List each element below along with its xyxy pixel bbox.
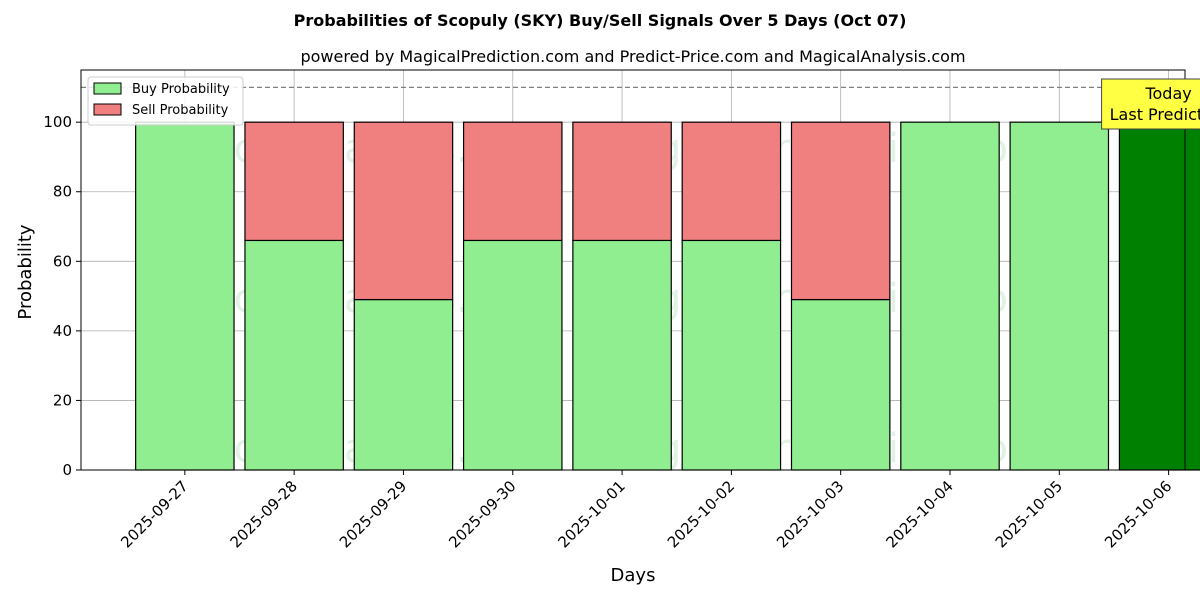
legend-label: Sell Probability bbox=[132, 103, 229, 118]
y-axis-label: Probability bbox=[15, 224, 36, 319]
bar-buy bbox=[790, 298, 891, 471]
legend-box bbox=[87, 76, 244, 126]
plot-frame bbox=[80, 69, 1186, 471]
bar-sell bbox=[244, 121, 344, 242]
y-tick-label: 20 bbox=[53, 391, 72, 409]
bars bbox=[81, 86, 1200, 471]
bar-buy bbox=[1118, 121, 1200, 471]
bar-sell bbox=[462, 121, 563, 242]
bar-sell bbox=[353, 121, 454, 301]
bar-buy bbox=[900, 121, 1000, 471]
bar-buy bbox=[572, 239, 672, 471]
chart-subtitle: powered by MagicalPrediction.com and Pre… bbox=[300, 47, 965, 66]
x-tick-label: 2025-10-04 bbox=[882, 477, 956, 551]
legend-swatch bbox=[93, 103, 122, 116]
x-tick-label: 2025-09-28 bbox=[227, 477, 301, 551]
x-tick-label: 2025-09-29 bbox=[336, 477, 410, 551]
x-tick-label: 2025-10-02 bbox=[664, 477, 738, 551]
bar-buy bbox=[1009, 121, 1110, 471]
bar-sell bbox=[790, 121, 891, 301]
annotation-box bbox=[1101, 78, 1200, 130]
bar-buy bbox=[244, 239, 344, 471]
x-tick-label: 2025-09-30 bbox=[445, 477, 519, 551]
x-axis-label: Days bbox=[611, 565, 656, 586]
y-tick-label: 80 bbox=[53, 183, 72, 201]
chart-title: Probabilities of Scopuly (SKY) Buy/Sell … bbox=[294, 11, 907, 30]
bar-sell bbox=[572, 121, 672, 242]
x-tick-label: 2025-10-01 bbox=[555, 477, 629, 551]
bar-buy bbox=[681, 239, 782, 471]
y-tick-label: 40 bbox=[53, 322, 72, 340]
x-tick-label: 2025-10-03 bbox=[773, 477, 847, 551]
y-tick-label: 100 bbox=[43, 113, 72, 131]
legend-label: Buy Probability bbox=[132, 82, 230, 97]
y-tick-label: 0 bbox=[62, 461, 72, 479]
y-tick-label: 60 bbox=[53, 252, 72, 270]
bar-buy bbox=[462, 239, 563, 471]
today-annotation: Today Last Prediction bbox=[1101, 78, 1200, 130]
bar-buy bbox=[353, 298, 454, 471]
bar-sell bbox=[681, 121, 782, 242]
x-tick-label: 2025-09-27 bbox=[117, 477, 191, 551]
x-tick-label: 2025-10-06 bbox=[1101, 477, 1175, 551]
bar-buy bbox=[135, 121, 235, 471]
annotation-text: Last Prediction bbox=[1110, 105, 1200, 124]
legend-swatch bbox=[93, 82, 122, 95]
legend: Buy Probability Sell Probability bbox=[87, 76, 244, 126]
annotation-text: Today bbox=[1144, 84, 1191, 103]
x-tick-label: 2025-10-05 bbox=[992, 477, 1066, 551]
